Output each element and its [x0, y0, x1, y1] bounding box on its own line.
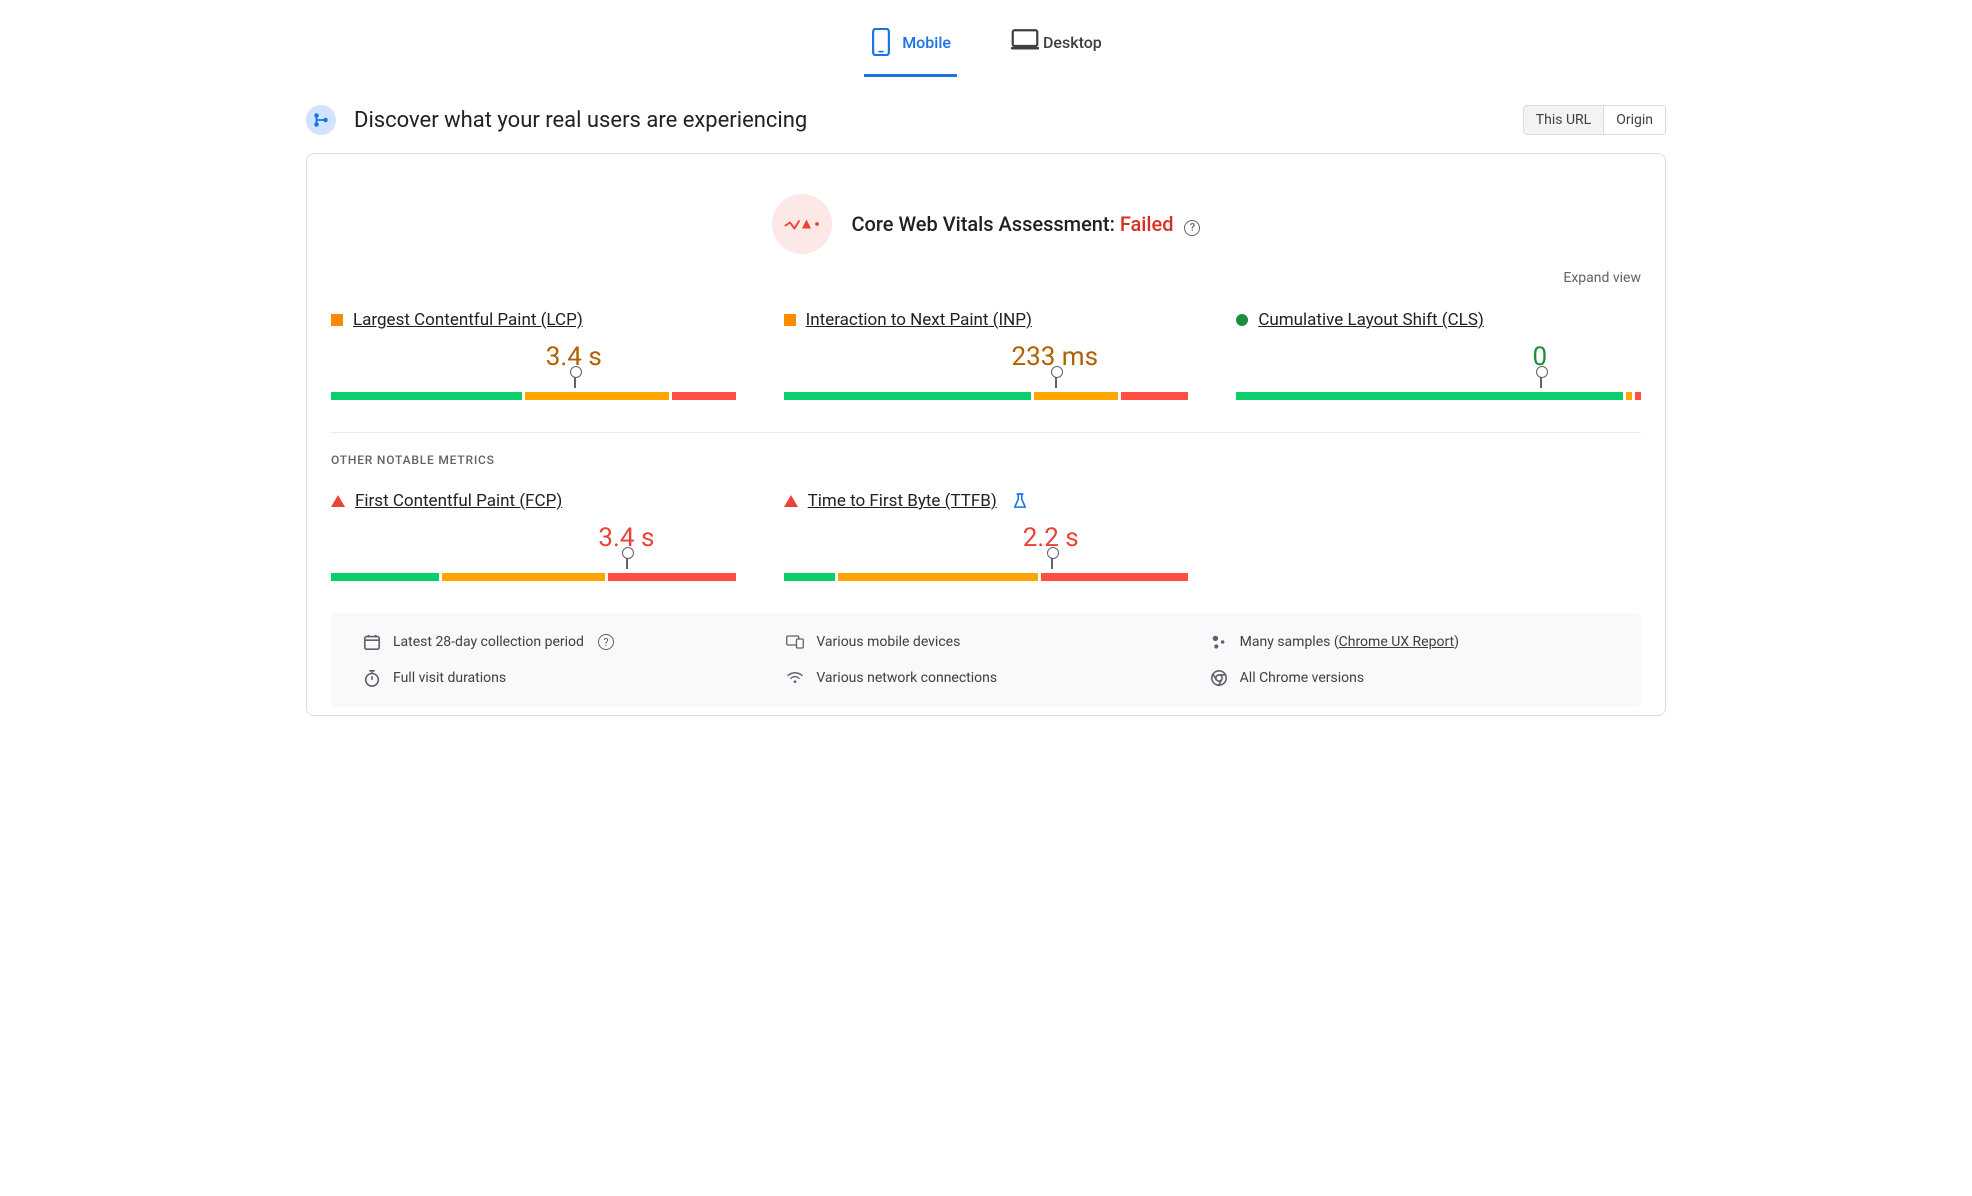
flask-icon — [1013, 493, 1027, 509]
tab-desktop-label: Desktop — [1043, 33, 1102, 52]
tab-mobile-label: Mobile — [902, 33, 951, 52]
expand-view-button[interactable]: Expand view — [331, 262, 1641, 310]
assessment-help-icon[interactable]: ? — [1184, 220, 1200, 236]
crux-report-link[interactable]: Chrome UX Report — [1339, 634, 1454, 650]
samples-icon — [1210, 633, 1228, 651]
gauge-needle — [1051, 553, 1053, 569]
metric-ttfb: Time to First Byte (TTFB) 2.2 s — [784, 491, 1189, 581]
metric-name-ttfb[interactable]: Time to First Byte (TTFB) — [808, 491, 997, 511]
assessment-status: Failed — [1120, 212, 1174, 236]
gauge-segment-poor — [1041, 573, 1189, 581]
gauge-lcp — [331, 380, 736, 400]
metric-value-ttfb: 2.2 s — [784, 523, 1189, 557]
metric-value-lcp: 3.4 s — [331, 342, 736, 376]
calendar-icon — [363, 633, 381, 651]
period-help-icon[interactable]: ? — [598, 634, 614, 650]
tab-desktop[interactable]: Desktop — [1005, 18, 1108, 77]
divider — [331, 432, 1641, 433]
metric-value-cls: 0 — [1236, 342, 1641, 376]
gauge-segment-good — [784, 392, 1031, 400]
gauge-needle — [574, 372, 576, 388]
metric-name-inp[interactable]: Interaction to Next Paint (INP) — [806, 310, 1032, 330]
gauge-segment-avg — [1626, 392, 1632, 400]
gauge-segment-avg — [525, 392, 669, 400]
footer-durations: Full visit durations — [363, 669, 762, 687]
footer-period: Latest 28-day collection period ? — [363, 633, 762, 651]
status-warn-icon — [331, 314, 343, 326]
wifi-icon — [786, 669, 804, 687]
gauge-needle — [1055, 372, 1057, 388]
gauge-segment-poor — [1635, 392, 1641, 400]
page-title: Discover what your real users are experi… — [354, 108, 807, 133]
metric-name-lcp[interactable]: Largest Contentful Paint (LCP) — [353, 310, 583, 330]
footer-samples: Many samples (Chrome UX Report) — [1210, 633, 1609, 651]
status-pass-icon — [1236, 314, 1248, 326]
gauge-needle — [1540, 372, 1542, 388]
metric-inp: Interaction to Next Paint (INP) 233 ms — [784, 310, 1189, 400]
stopwatch-icon — [363, 669, 381, 687]
metric-cls: Cumulative Layout Shift (CLS) 0 — [1236, 310, 1641, 400]
gauge-cls — [1236, 380, 1641, 400]
gauge-needle — [626, 553, 628, 569]
gauge-segment-avg — [1034, 392, 1118, 400]
toggle-origin[interactable]: Origin — [1603, 106, 1665, 134]
status-fail-icon — [331, 495, 345, 507]
gauge-fcp — [331, 561, 736, 581]
assessment-badge-icon — [772, 194, 832, 254]
footer-devices: Various mobile devices — [786, 633, 1185, 651]
metric-value-inp: 233 ms — [784, 342, 1189, 376]
footer-versions: All Chrome versions — [1210, 669, 1609, 687]
crux-badge-icon — [306, 105, 336, 135]
desktop-icon — [1011, 28, 1033, 56]
gauge-segment-poor — [672, 392, 736, 400]
gauge-segment-avg — [442, 573, 605, 581]
scope-toggle: This URL Origin — [1523, 105, 1666, 135]
gauge-segment-poor — [608, 573, 736, 581]
footer-connections: Various network connections — [786, 669, 1185, 687]
mobile-icon — [870, 28, 892, 56]
devices-icon — [786, 633, 804, 651]
gauge-segment-poor — [1121, 392, 1189, 400]
metric-name-fcp[interactable]: First Contentful Paint (FCP) — [355, 491, 562, 511]
assessment-text: Core Web Vitals Assessment: Failed ? — [852, 212, 1201, 236]
header-row: Discover what your real users are experi… — [306, 105, 1666, 135]
assessment-banner: Core Web Vitals Assessment: Failed ? — [331, 178, 1641, 262]
gauge-segment-good — [1236, 392, 1623, 400]
metric-lcp: Largest Contentful Paint (LCP) 3.4 s — [331, 310, 736, 400]
assessment-label: Core Web Vitals Assessment: — [852, 212, 1115, 236]
status-warn-icon — [784, 314, 796, 326]
gauge-segment-avg — [838, 573, 1037, 581]
gauge-ttfb — [784, 561, 1189, 581]
field-data-card: Core Web Vitals Assessment: Failed ? Exp… — [306, 153, 1666, 716]
gauge-segment-good — [331, 573, 439, 581]
gauge-inp — [784, 380, 1189, 400]
device-tabs: Mobile Desktop — [306, 0, 1666, 77]
gauge-segment-good — [784, 573, 836, 581]
chrome-icon — [1210, 669, 1228, 687]
metric-fcp: First Contentful Paint (FCP) 3.4 s — [331, 491, 736, 581]
toggle-this-url[interactable]: This URL — [1524, 106, 1603, 134]
metric-value-fcp: 3.4 s — [331, 523, 736, 557]
status-fail-icon — [784, 495, 798, 507]
tab-mobile[interactable]: Mobile — [864, 18, 957, 77]
gauge-segment-good — [331, 392, 522, 400]
core-metrics-grid: Largest Contentful Paint (LCP) 3.4 s Inter… — [331, 310, 1641, 400]
metric-name-cls[interactable]: Cumulative Layout Shift (CLS) — [1258, 310, 1484, 330]
other-metrics-grid: First Contentful Paint (FCP) 3.4 s Time to… — [331, 491, 1641, 581]
other-metrics-label: OTHER NOTABLE METRICS — [331, 453, 1641, 467]
footer-info: Latest 28-day collection period ? Variou… — [331, 613, 1641, 707]
